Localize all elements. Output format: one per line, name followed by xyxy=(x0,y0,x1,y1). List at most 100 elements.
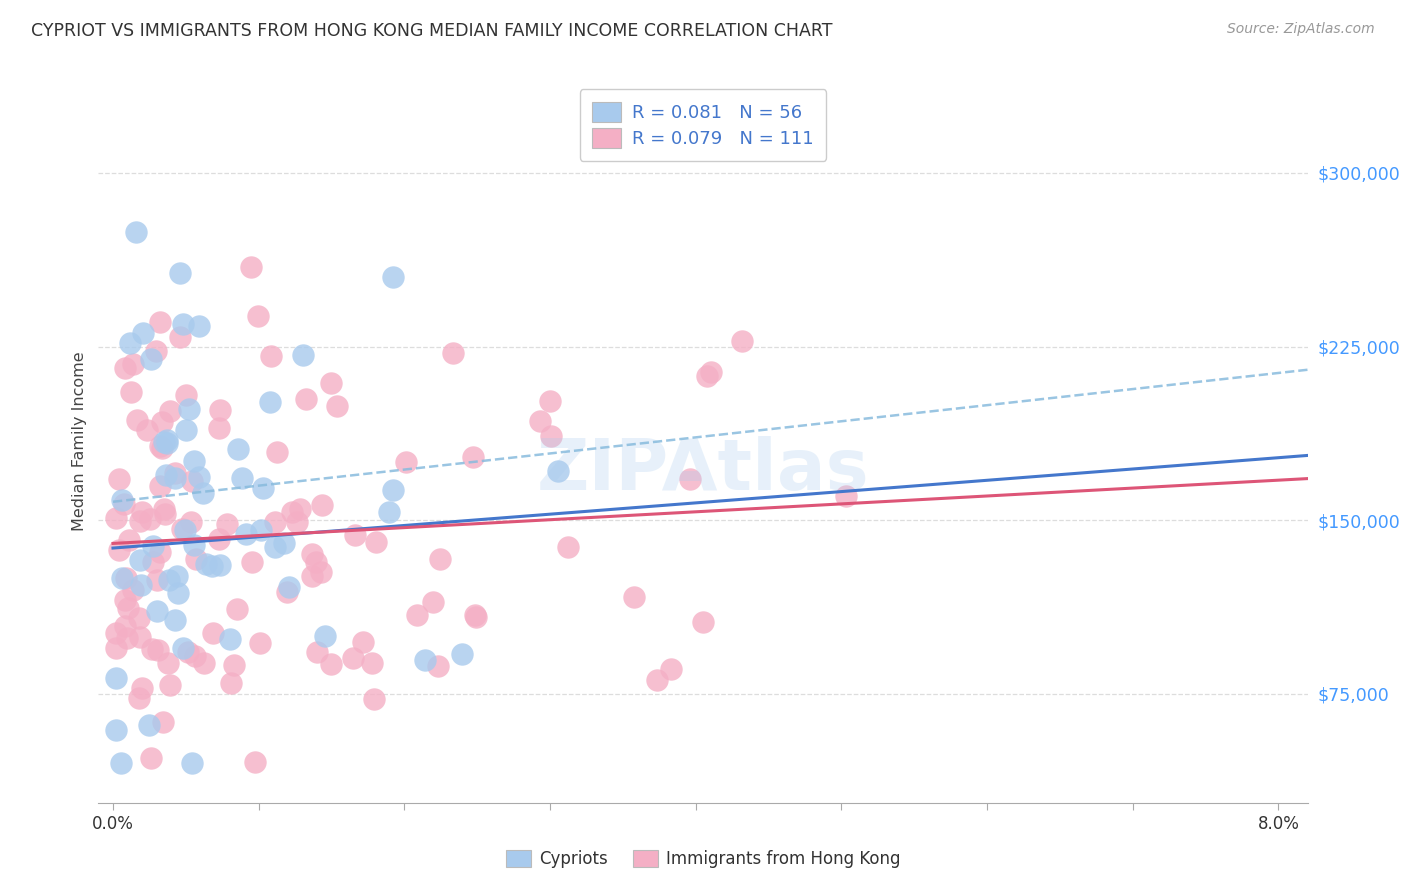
Immigrants from Hong Kong xyxy=(679,472,702,486)
Immigrants from Hong Kong xyxy=(281,506,304,520)
Cypriots xyxy=(231,470,253,484)
Immigrants from Hong Kong xyxy=(159,404,181,418)
Immigrants from Hong Kong xyxy=(699,365,721,379)
Cypriots xyxy=(451,647,474,661)
Immigrants from Hong Kong xyxy=(112,497,135,511)
Immigrants from Hong Kong xyxy=(107,542,129,557)
Immigrants from Hong Kong xyxy=(217,517,239,532)
Immigrants from Hong Kong xyxy=(240,555,263,569)
Text: CYPRIOT VS IMMIGRANTS FROM HONG KONG MEDIAN FAMILY INCOME CORRELATION CHART: CYPRIOT VS IMMIGRANTS FROM HONG KONG MED… xyxy=(31,22,832,40)
Immigrants from Hong Kong xyxy=(835,489,858,503)
Cypriots xyxy=(165,470,187,484)
Cypriots xyxy=(156,434,179,448)
Immigrants from Hong Kong xyxy=(141,642,163,657)
Immigrants from Hong Kong xyxy=(180,516,202,530)
Immigrants from Hong Kong xyxy=(149,315,172,329)
Immigrants from Hong Kong xyxy=(115,571,138,585)
Cypriots xyxy=(172,317,194,331)
Immigrants from Hong Kong xyxy=(118,533,141,547)
Cypriots xyxy=(157,573,180,587)
Immigrants from Hong Kong xyxy=(301,569,323,583)
Cypriots xyxy=(180,756,202,771)
Cypriots xyxy=(165,613,187,627)
Cypriots xyxy=(132,326,155,341)
Cypriots xyxy=(273,536,295,550)
Immigrants from Hong Kong xyxy=(301,547,323,561)
Immigrants from Hong Kong xyxy=(122,357,145,371)
Immigrants from Hong Kong xyxy=(120,385,142,400)
Immigrants from Hong Kong xyxy=(363,691,385,706)
Cypriots xyxy=(219,632,242,647)
Immigrants from Hong Kong xyxy=(104,626,127,640)
Immigrants from Hong Kong xyxy=(145,343,167,358)
Cypriots xyxy=(250,523,273,537)
Immigrants from Hong Kong xyxy=(529,414,551,428)
Immigrants from Hong Kong xyxy=(174,388,197,402)
Immigrants from Hong Kong xyxy=(295,392,318,407)
Cypriots xyxy=(152,434,174,449)
Cypriots xyxy=(382,269,405,284)
Immigrants from Hong Kong xyxy=(319,376,342,391)
Immigrants from Hong Kong xyxy=(623,590,645,604)
Immigrants from Hong Kong xyxy=(121,583,143,598)
Legend: Cypriots, Immigrants from Hong Kong: Cypriots, Immigrants from Hong Kong xyxy=(499,843,907,875)
Immigrants from Hong Kong xyxy=(159,678,181,692)
Cypriots xyxy=(188,318,211,333)
Cypriots xyxy=(142,539,165,553)
Immigrants from Hong Kong xyxy=(104,510,127,524)
Immigrants from Hong Kong xyxy=(288,501,311,516)
Immigrants from Hong Kong xyxy=(364,535,387,549)
Cypriots xyxy=(111,493,134,508)
Immigrants from Hong Kong xyxy=(156,656,179,670)
Cypriots xyxy=(278,580,301,594)
Immigrants from Hong Kong xyxy=(465,610,488,624)
Cypriots xyxy=(169,266,191,280)
Immigrants from Hong Kong xyxy=(692,615,714,629)
Immigrants from Hong Kong xyxy=(342,650,364,665)
Immigrants from Hong Kong xyxy=(114,592,136,607)
Immigrants from Hong Kong xyxy=(264,515,287,529)
Cypriots xyxy=(263,540,285,554)
Cypriots xyxy=(183,453,205,467)
Immigrants from Hong Kong xyxy=(207,532,229,546)
Immigrants from Hong Kong xyxy=(538,394,561,409)
Immigrants from Hong Kong xyxy=(226,602,249,616)
Immigrants from Hong Kong xyxy=(183,648,205,663)
Immigrants from Hong Kong xyxy=(149,439,172,453)
Immigrants from Hong Kong xyxy=(108,472,131,486)
Immigrants from Hong Kong xyxy=(326,399,349,413)
Immigrants from Hong Kong xyxy=(441,346,464,360)
Cypriots xyxy=(166,568,188,582)
Immigrants from Hong Kong xyxy=(352,635,374,649)
Immigrants from Hong Kong xyxy=(131,681,153,695)
Immigrants from Hong Kong xyxy=(207,421,229,435)
Cypriots xyxy=(173,524,195,538)
Immigrants from Hong Kong xyxy=(422,595,444,609)
Cypriots xyxy=(104,671,127,685)
Immigrants from Hong Kong xyxy=(129,630,152,644)
Cypriots xyxy=(129,578,152,592)
Immigrants from Hong Kong xyxy=(150,442,173,456)
Immigrants from Hong Kong xyxy=(695,369,717,384)
Cypriots xyxy=(194,558,217,572)
Cypriots xyxy=(128,553,150,567)
Immigrants from Hong Kong xyxy=(139,750,162,764)
Immigrants from Hong Kong xyxy=(360,656,382,670)
Immigrants from Hong Kong xyxy=(186,551,208,566)
Immigrants from Hong Kong xyxy=(731,334,754,348)
Immigrants from Hong Kong xyxy=(146,574,169,588)
Cypriots xyxy=(235,527,257,541)
Immigrants from Hong Kong xyxy=(307,645,329,659)
Cypriots xyxy=(252,481,274,495)
Legend: R = 0.081   N = 56, R = 0.079   N = 111: R = 0.081 N = 56, R = 0.079 N = 111 xyxy=(579,89,827,161)
Immigrants from Hong Kong xyxy=(429,551,451,566)
Immigrants from Hong Kong xyxy=(647,673,669,687)
Immigrants from Hong Kong xyxy=(427,659,450,673)
Immigrants from Hong Kong xyxy=(557,540,579,554)
Immigrants from Hong Kong xyxy=(153,507,176,521)
Immigrants from Hong Kong xyxy=(163,467,186,481)
Cypriots xyxy=(155,468,177,483)
Immigrants from Hong Kong xyxy=(240,260,263,274)
Cypriots xyxy=(413,653,436,667)
Cypriots xyxy=(110,756,132,771)
